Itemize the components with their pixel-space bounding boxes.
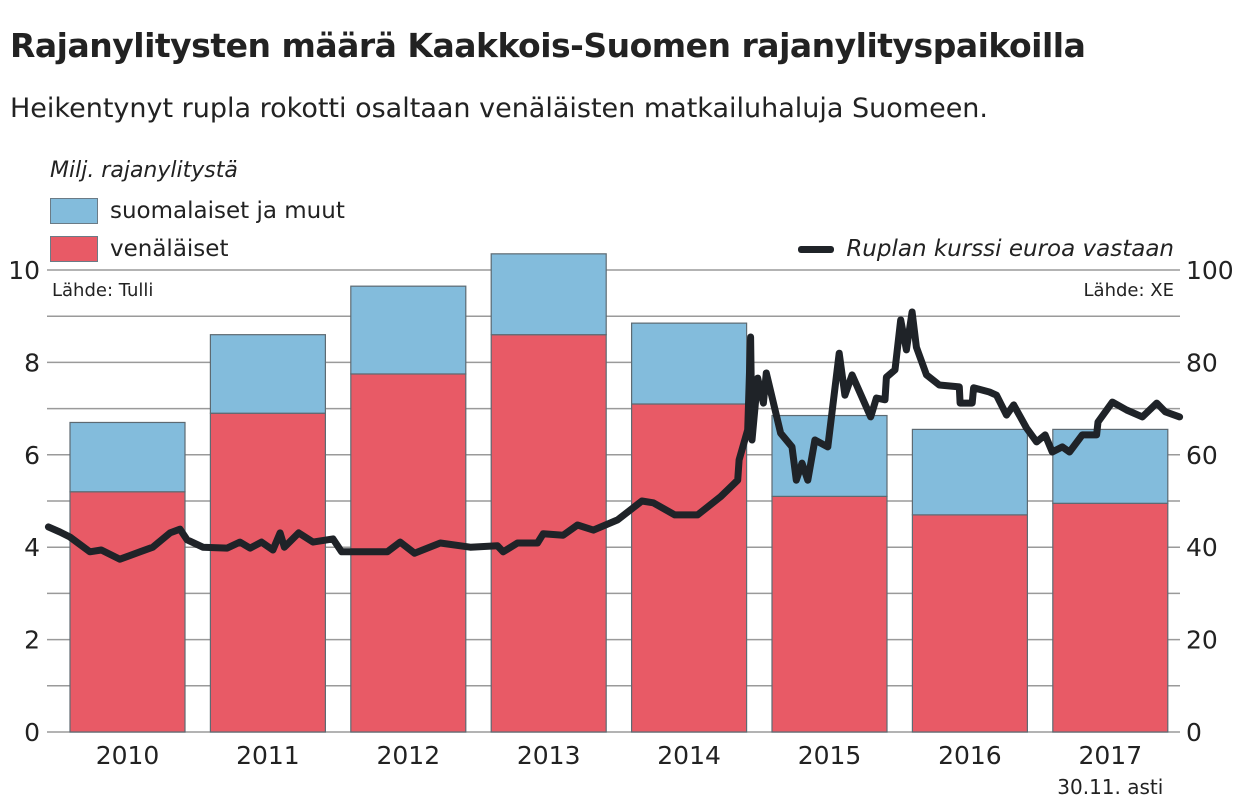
source-left: Lähde: Tulli (52, 280, 154, 301)
legend-label: suomalaiset ja muut (110, 198, 345, 224)
x-tick-label: 2014 (657, 741, 721, 770)
y-tick-label: 2 (24, 626, 40, 655)
y-tick-label: 8 (24, 348, 40, 377)
bar-suomalaiset (490, 253, 607, 336)
ruble-rate-line (44, 308, 1184, 563)
bar-venalaiset (771, 495, 888, 733)
source-right: Lähde: XE (1083, 280, 1174, 301)
y2-tick-label: 0 (1186, 718, 1202, 747)
y-tick-label: 10 (8, 256, 40, 285)
legend-item-suomalaiset: suomalaiset ja muut (50, 198, 345, 224)
bar-venalaiset (630, 403, 748, 733)
bar-suomalaiset (350, 285, 467, 375)
bar-suomalaiset (209, 334, 326, 414)
y2-tick-label: 40 (1186, 533, 1218, 562)
y-tick-label: 4 (24, 533, 40, 562)
bar-venalaiset (1052, 502, 1169, 733)
x-tick-label: 2010 (96, 741, 160, 770)
bar-venalaiset (69, 491, 186, 733)
legend-item-venalaiset: venäläiset (50, 236, 228, 262)
bar-suomalaiset (69, 421, 186, 493)
legend-label: venäläiset (110, 236, 229, 262)
bar-suomalaiset (1052, 428, 1169, 504)
legend-line (798, 245, 835, 253)
y-tick-label: 0 (24, 718, 40, 747)
x-tick-label: 2015 (798, 741, 862, 770)
x-tick-label: 2016 (938, 741, 1002, 770)
chart-title: Rajanylitysten määrä Kaakkois-Suomen raj… (10, 26, 1086, 65)
legend-label: Ruplan kurssi euroa vastaan (846, 236, 1174, 262)
y-axis-label: Milj. rajanylitystä (50, 158, 238, 183)
legend-swatch-red (50, 236, 98, 262)
x-tick-label: 2013 (517, 741, 581, 770)
legend-swatch-blue (50, 198, 98, 224)
y2-tick-label: 100 (1186, 256, 1234, 285)
y2-tick-label: 20 (1186, 626, 1218, 655)
y-tick-label: 6 (24, 441, 40, 470)
legend-item-ruble: Ruplan kurssi euroa vastaan (798, 236, 1174, 262)
y2-tick-label: 80 (1186, 348, 1218, 377)
y2-tick-label: 60 (1186, 441, 1218, 470)
x-tick-label: 2011 (236, 741, 300, 770)
bar-suomalaiset (911, 428, 1029, 516)
bar-venalaiset (209, 412, 326, 733)
chart-subtitle: Heikentynyt rupla rokotti osaltaan venäl… (10, 93, 988, 124)
x-tick-note: 30.11. asti (1057, 775, 1163, 796)
bar-venalaiset (911, 514, 1029, 733)
x-tick-label: 2012 (376, 741, 440, 770)
bar-suomalaiset (630, 322, 748, 405)
x-tick-label: 2017 (1078, 741, 1142, 770)
